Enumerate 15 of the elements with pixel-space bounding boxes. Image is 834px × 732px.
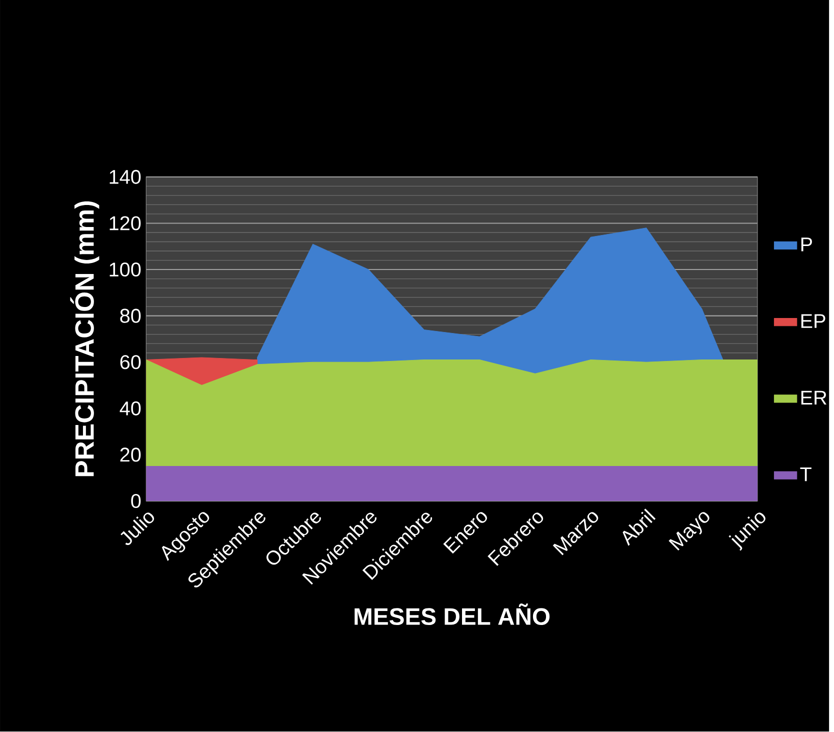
y-tick-label: 120: [110, 216, 141, 230]
legend-label: P: [801, 238, 812, 252]
y-tick-label: 140: [110, 170, 141, 184]
legend-label: EP: [801, 314, 826, 328]
y-axis-title: PRECIPITACIÓN (mm): [70, 202, 100, 476]
y-tick-label: 0: [131, 494, 141, 508]
y-tick-label: 20: [120, 448, 141, 462]
x-tick-label: Julio: [120, 512, 154, 546]
y-tick-label: 80: [120, 308, 141, 324]
legend-label: T: [800, 468, 812, 482]
x-axis-title: MESES DEL AÑO: [354, 604, 550, 626]
y-tick-label: 100: [110, 262, 141, 277]
y-tick-label: 40: [120, 402, 141, 416]
y-tick-label: 60: [120, 355, 141, 370]
legend-label: ER: [801, 391, 826, 405]
